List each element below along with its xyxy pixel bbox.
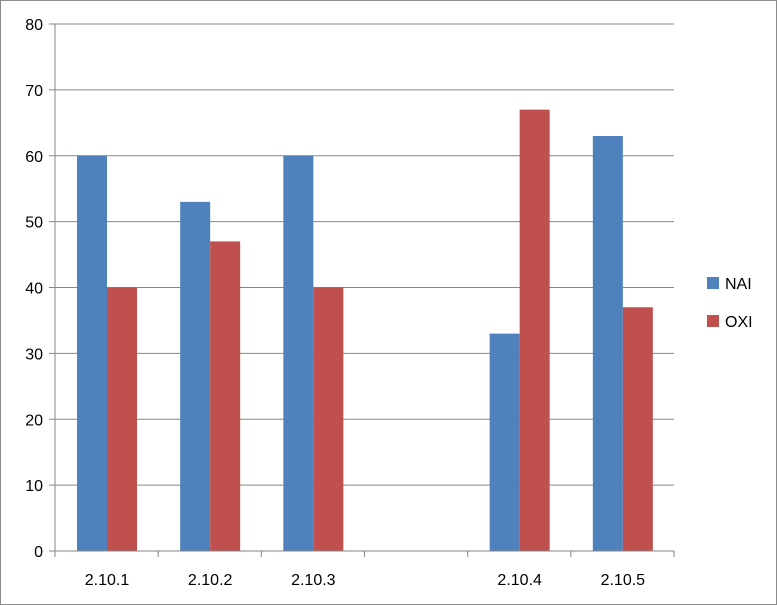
bar-nai xyxy=(489,333,520,551)
legend-label-nai: NAI xyxy=(725,276,752,293)
y-tick-label: 10 xyxy=(25,478,43,495)
y-tick-label: 0 xyxy=(34,544,43,561)
y-axis-ticks: 0 10 20 30 40 50 60 70 80 xyxy=(25,17,43,561)
bar-oxi xyxy=(210,241,241,551)
legend-label-oxi: OXI xyxy=(725,314,753,331)
y-tick-label: 80 xyxy=(25,17,43,34)
legend: NAI OXI xyxy=(707,276,753,331)
bar-nai xyxy=(283,155,314,551)
bar-oxi xyxy=(519,109,550,551)
bar-oxi xyxy=(622,307,653,551)
y-tick-label: 20 xyxy=(25,412,43,429)
bars xyxy=(77,109,653,552)
x-tick-label: 2.10.1 xyxy=(85,572,130,589)
x-tick-label: 2.10.4 xyxy=(497,572,542,589)
bar-oxi xyxy=(107,287,137,551)
bar-nai xyxy=(180,201,211,552)
y-tick-label: 70 xyxy=(25,83,43,100)
x-tick-label: 2.10.5 xyxy=(601,572,646,589)
bar-nai xyxy=(77,155,107,551)
bar-nai xyxy=(592,135,623,552)
x-tick-label: 2.10.2 xyxy=(188,572,233,589)
y-tick-label: 30 xyxy=(25,346,43,363)
x-tick-label: 2.10.3 xyxy=(291,572,336,589)
y-tick-label: 40 xyxy=(25,281,43,298)
bar-oxi xyxy=(313,287,344,551)
x-axis-ticks: 2.10.1 2.10.2 2.10.3 2.10.4 2.10.5 xyxy=(85,572,645,589)
y-tick-label: 60 xyxy=(25,149,43,166)
y-tick-label: 50 xyxy=(25,215,43,232)
legend-swatch-oxi xyxy=(707,315,719,327)
gridlines xyxy=(55,23,674,486)
legend-swatch-nai xyxy=(707,277,719,289)
axes xyxy=(49,23,675,557)
